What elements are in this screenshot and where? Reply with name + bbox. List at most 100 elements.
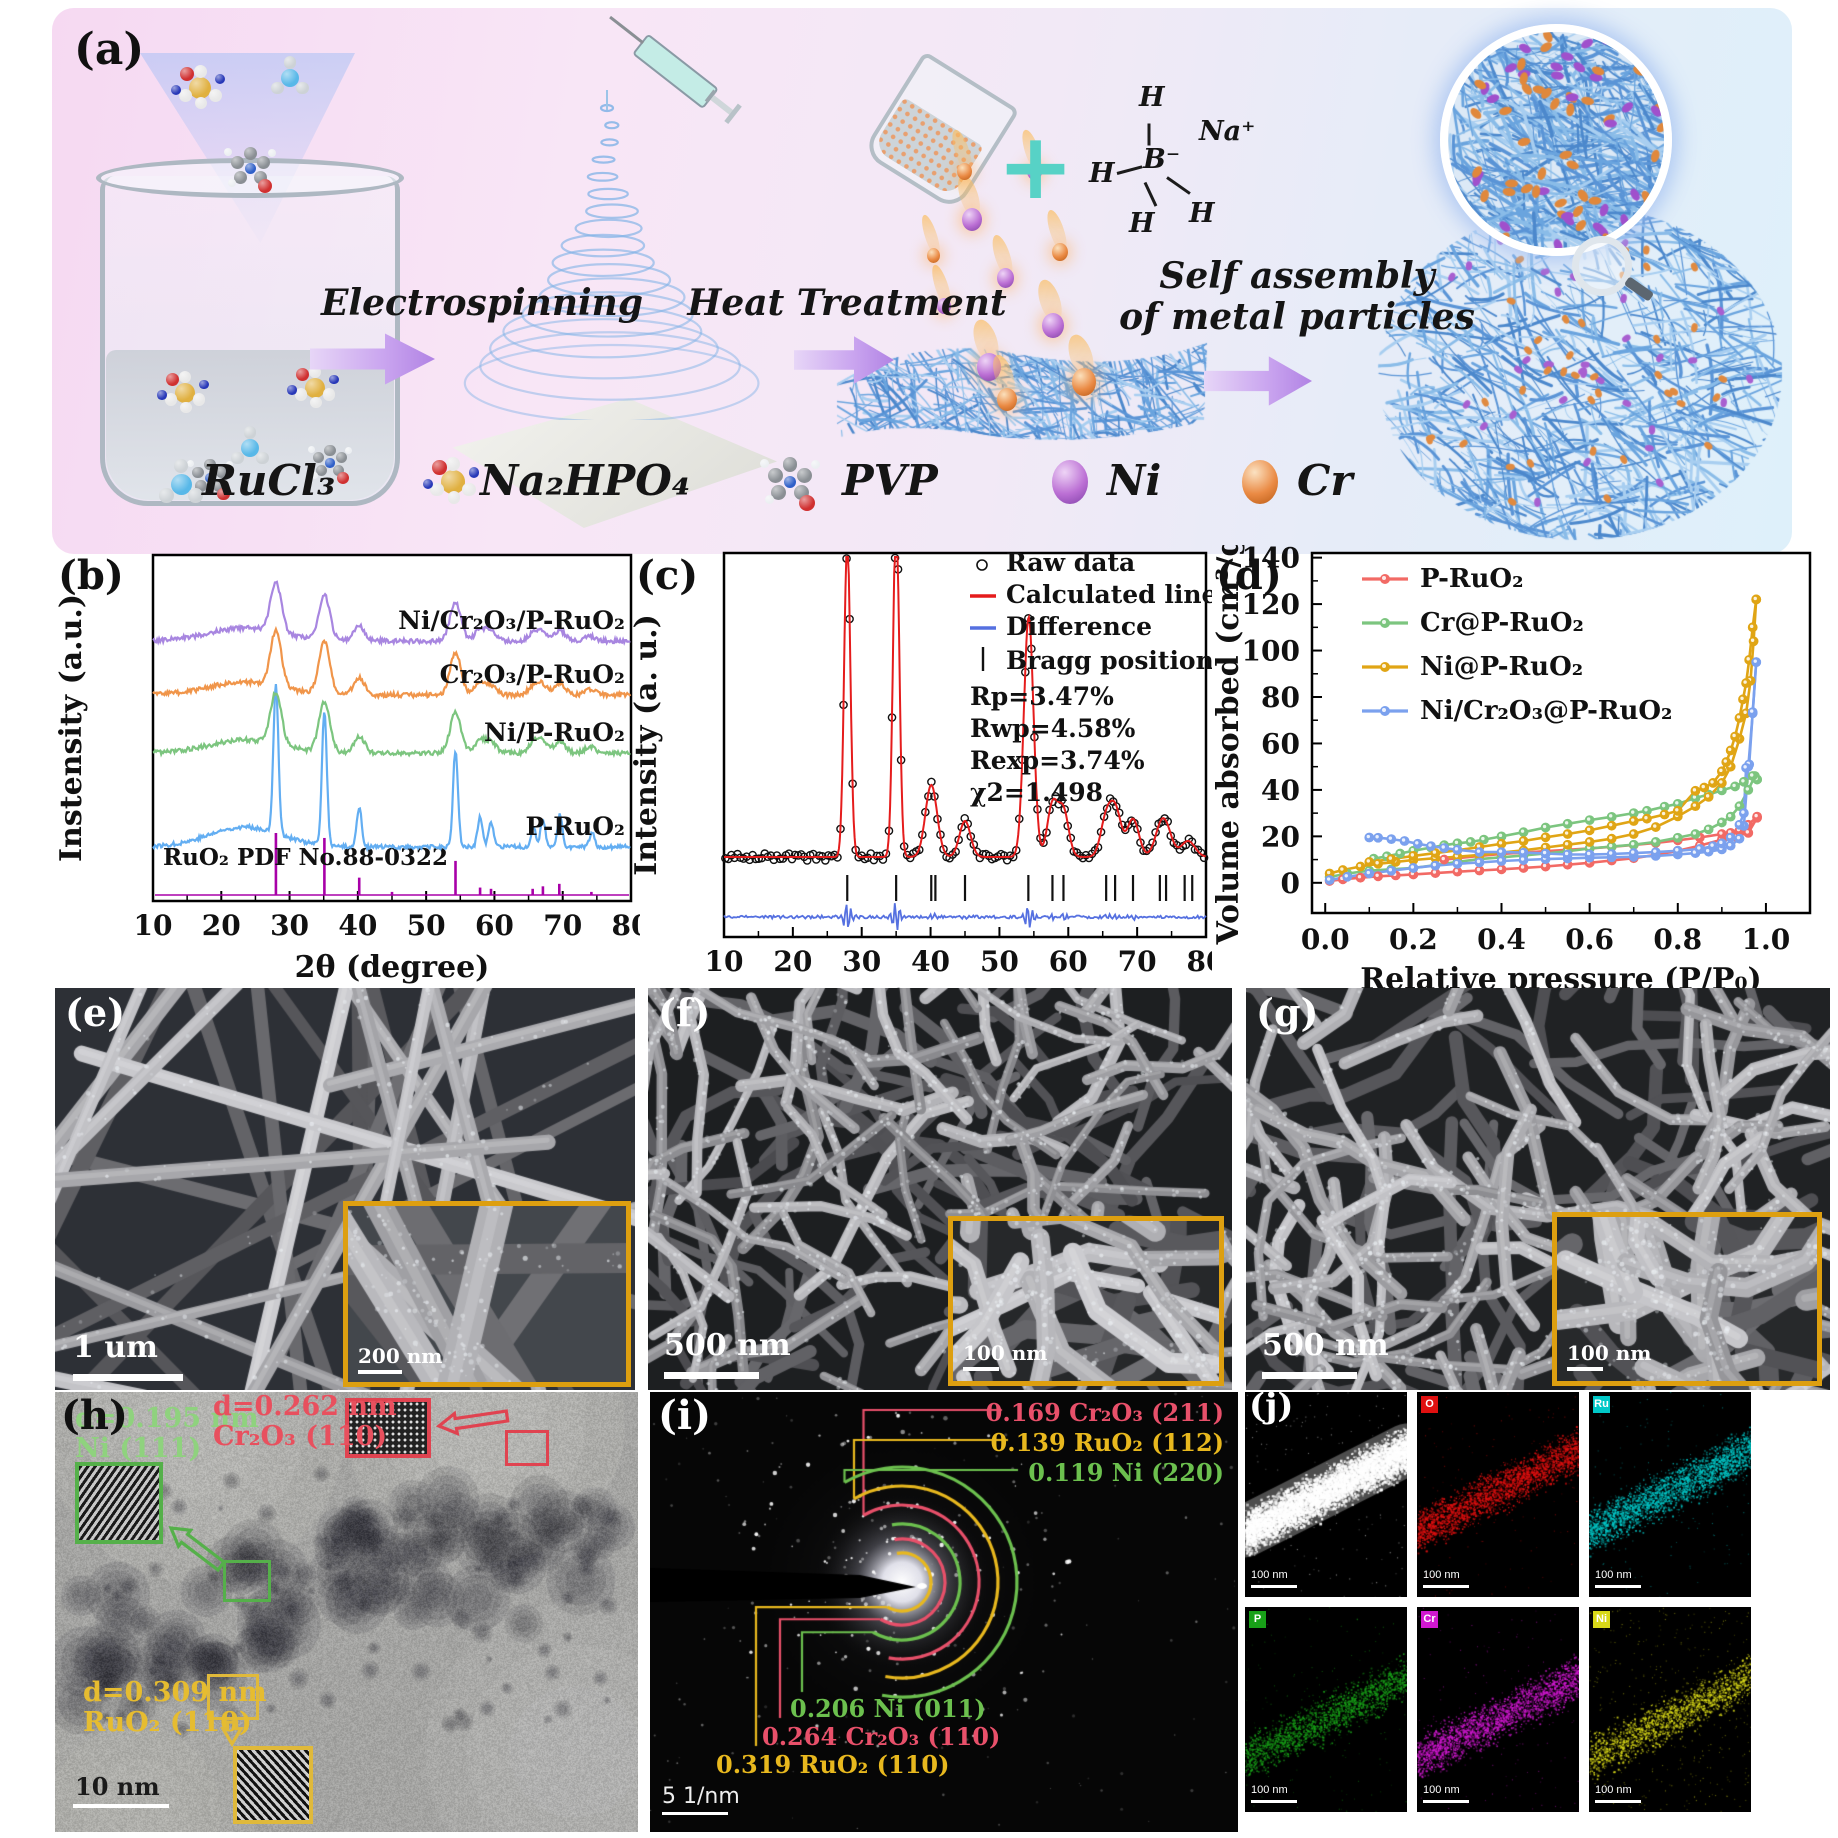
svg-text:1.0: 1.0: [1742, 923, 1791, 956]
xrd-chart: 10 20 30 40 50 60 70 80 2θ (degree) Instensity (a…: [55, 553, 640, 985]
atom-sphere: [281, 69, 299, 87]
svg-text:Bragg position: Bragg position: [1006, 646, 1212, 675]
atom-sphere: [799, 494, 816, 511]
atom-sphere: [189, 77, 211, 99]
cr-sphere-icon: [1242, 460, 1278, 504]
scale-bar: [1423, 1585, 1469, 1588]
scale-bar: [73, 1804, 169, 1808]
ni-dspacing-text: d=0.195 nm: [75, 1403, 259, 1434]
inset-scale-bar: [358, 1370, 402, 1374]
panel-b-label: (b): [58, 552, 124, 599]
panel-h-label: (h): [61, 1392, 128, 1439]
atom-sphere: [782, 457, 798, 473]
atom-sphere: [810, 460, 820, 470]
scale-text: 100 nm: [1595, 1784, 1632, 1796]
ring-label-ruo2-110: 0.319 RuO₂ (110): [716, 1750, 950, 1779]
process-arrow-3-icon: [1204, 356, 1312, 406]
atom-sphere: [324, 444, 336, 456]
svg-text:10: 10: [705, 945, 744, 978]
cr-particle-icon: [1052, 243, 1068, 262]
panel-j-label: (j): [1249, 1392, 1294, 1426]
atom-sphere: [325, 458, 335, 468]
atom-sphere: [173, 458, 189, 474]
svg-text:70: 70: [543, 909, 582, 942]
atom-sphere: [430, 482, 445, 497]
atom-sphere: [461, 482, 476, 497]
tem-annotation-arrows: [168, 1409, 510, 1748]
scale-text: 100 nm: [1595, 1569, 1632, 1581]
precursor-molecules: [140, 38, 370, 238]
atom-sphere: [193, 64, 207, 78]
eds-map-canvas: [1245, 1607, 1407, 1812]
scale-bar: [664, 1372, 759, 1379]
tem-ni-lattice-inset: [75, 1462, 163, 1544]
svg-text:χ2=1.498: χ2=1.498: [970, 778, 1103, 807]
atom-sphere: [296, 81, 309, 95]
atom-sphere: [345, 446, 353, 454]
svg-text:60: 60: [1049, 945, 1088, 978]
svg-text:80: 80: [1187, 945, 1212, 978]
atom-sphere: [283, 56, 297, 69]
eds-element-badge: O: [1421, 1396, 1438, 1413]
atom-sphere: [170, 473, 192, 495]
atom-sphere: [171, 85, 181, 95]
atom-sphere: [230, 155, 244, 169]
cr-particle-icon: [997, 388, 1017, 411]
tem-ruo2-region-box: [207, 1674, 259, 1720]
atom-sphere: [193, 393, 206, 406]
scale-bar: [1423, 1800, 1469, 1803]
svg-text:0.6: 0.6: [1565, 923, 1614, 956]
step-heat-treatment-label: Heat Treatment: [687, 282, 1007, 324]
legend-rucl3-label: RuCl₃: [202, 456, 336, 505]
atom-sphere: [764, 494, 774, 504]
rietveld-chart: 10 20 30 40 50 60 70 80 2θ (degree) Intensity (a.…: [632, 548, 1212, 990]
atom-sphere: [268, 149, 276, 157]
bond-icon: [1116, 165, 1143, 175]
atom-sphere: [180, 401, 192, 413]
atom-sphere: [336, 472, 349, 485]
atom-sphere: [329, 374, 339, 385]
svg-text:Relative pressure (P/P₀): Relative pressure (P/P₀): [1360, 962, 1761, 990]
svg-text:Cr₂O₃/P-RuO₂: Cr₂O₃/P-RuO₂: [440, 660, 625, 689]
atom-sphere: [180, 67, 194, 81]
isotherm-chart: 0.0 0.2 0.4 0.6 0.8 1.0 0 20 40 60 80 100 120 140 Rela…: [1212, 545, 1812, 990]
eds-map-canvas: [1589, 1392, 1751, 1597]
panel-c-label: (c): [636, 552, 699, 599]
scale-text: 100 nm: [1423, 1569, 1460, 1581]
panel-e-label: (e): [65, 990, 126, 1035]
ring-label-ni-011: 0.206 Ni (011): [790, 1694, 986, 1723]
self-assembly-line2: of metal particles: [1119, 296, 1475, 339]
atom-sphere: [244, 162, 256, 174]
eds-element-badge: Ni: [1593, 1611, 1610, 1628]
plus-icon: +: [997, 113, 1075, 220]
panel-a-label: (a): [74, 24, 145, 75]
atom-sphere: [771, 484, 786, 500]
svg-text:Intensity (a. u.): Intensity (a. u.): [632, 614, 664, 876]
bond-icon: [1143, 181, 1158, 207]
atom-sphere: [241, 439, 259, 457]
atom-sphere: [332, 465, 345, 477]
svg-text:2θ (degree): 2θ (degree): [868, 984, 1063, 990]
svg-text:0.4: 0.4: [1477, 923, 1526, 956]
bond-icon: [1147, 123, 1151, 146]
svg-text:140: 140: [1242, 545, 1300, 575]
eds-map-Ni: Ni 100 nm: [1589, 1607, 1751, 1812]
eds-map-canvas: [1245, 1392, 1407, 1597]
atom-sphere: [256, 155, 270, 169]
scale-text: 10 nm: [75, 1772, 160, 1801]
atom-sphere: [195, 480, 207, 492]
eds-map-Ru: Ru 100 nm: [1589, 1392, 1751, 1597]
eds-map-canvas: [1417, 1607, 1579, 1812]
atom-sphere: [233, 170, 247, 184]
atom-sphere: [217, 487, 230, 501]
scale-text: 5 1/nm: [662, 1784, 740, 1809]
panel-d-label: (d): [1216, 552, 1282, 599]
atom-sphere: [192, 466, 205, 479]
self-assembly-line1: Self assembly: [1159, 255, 1435, 297]
tem-ni-annotation: d=0.195 nm Ni (111): [75, 1403, 259, 1464]
ni-particle-icon: [1027, 163, 1042, 181]
atom-sphere: [422, 478, 434, 490]
svg-text:0.0: 0.0: [1301, 923, 1350, 956]
pvp-molecule-icon: [752, 444, 828, 520]
scale-text: 500 nm: [664, 1328, 791, 1363]
